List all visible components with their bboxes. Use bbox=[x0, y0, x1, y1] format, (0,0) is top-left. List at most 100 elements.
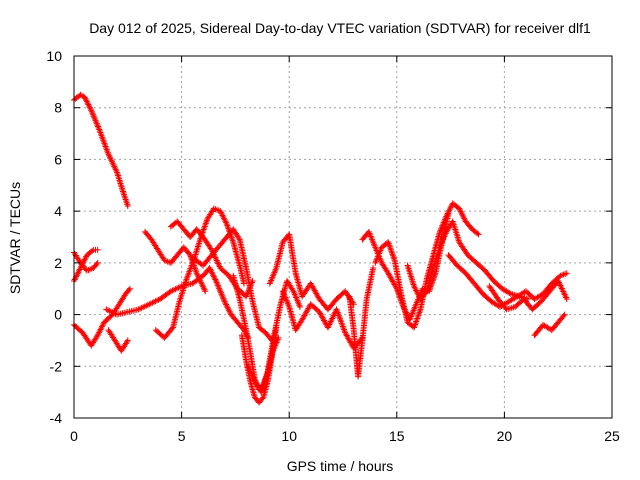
data-point bbox=[212, 276, 219, 283]
data-point bbox=[96, 327, 103, 334]
data-point bbox=[94, 122, 101, 129]
data-point bbox=[210, 272, 217, 279]
data-point bbox=[124, 202, 131, 209]
y-tick-label: 6 bbox=[54, 151, 62, 167]
data-point bbox=[414, 290, 421, 297]
y-axis-label: SDTVAR / TECUs bbox=[7, 182, 23, 294]
y-axis-ticks: -4 -2 0 2 4 6 8 10 bbox=[46, 48, 612, 426]
data-point bbox=[217, 289, 224, 296]
data-point bbox=[225, 305, 232, 312]
data-point bbox=[224, 304, 231, 311]
data-point bbox=[216, 286, 223, 293]
series-track-7 bbox=[142, 228, 209, 295]
data-point bbox=[83, 97, 90, 104]
data-point bbox=[561, 311, 568, 318]
series-track-22 bbox=[531, 311, 568, 339]
data-point bbox=[90, 113, 97, 120]
series-track-6 bbox=[105, 327, 131, 354]
data-point bbox=[460, 214, 467, 221]
data-point bbox=[209, 270, 216, 277]
data-point bbox=[217, 288, 224, 295]
data-point bbox=[88, 108, 95, 115]
series-track-1 bbox=[71, 91, 131, 209]
data-point bbox=[215, 283, 222, 290]
data-point bbox=[96, 329, 103, 336]
data-point bbox=[444, 211, 451, 218]
data-point bbox=[213, 277, 220, 284]
y-tick-label: 2 bbox=[54, 255, 62, 271]
data-point bbox=[126, 285, 133, 292]
data-point bbox=[75, 269, 82, 276]
data-point bbox=[124, 337, 131, 344]
data-point bbox=[76, 267, 83, 274]
data-point bbox=[99, 322, 106, 329]
data-point bbox=[443, 213, 450, 220]
data-point bbox=[456, 205, 463, 212]
x-axis-ticks: 0 5 10 15 20 25 bbox=[70, 56, 620, 444]
data-point bbox=[81, 94, 88, 101]
series-track-16 bbox=[346, 265, 377, 380]
data-point bbox=[213, 279, 220, 286]
data-point bbox=[446, 207, 453, 214]
data-point bbox=[445, 209, 452, 216]
data-point bbox=[563, 270, 570, 277]
data-point bbox=[474, 230, 481, 237]
data-point bbox=[74, 270, 81, 277]
data-point bbox=[370, 265, 377, 272]
data-point bbox=[89, 110, 96, 117]
data-point bbox=[94, 246, 101, 253]
data-point bbox=[225, 307, 232, 314]
y-tick-label: -2 bbox=[50, 358, 63, 374]
x-tick-label: 0 bbox=[70, 428, 78, 444]
data-point bbox=[82, 254, 89, 261]
chart-title: Day 012 of 2025, Sidereal Day-to-day VTE… bbox=[89, 20, 591, 36]
data-point bbox=[446, 206, 453, 213]
series-track-18 bbox=[372, 200, 482, 331]
y-tick-label: 10 bbox=[46, 48, 62, 64]
data-point bbox=[241, 280, 248, 287]
data-point bbox=[123, 338, 130, 345]
series-track-13 bbox=[245, 277, 303, 396]
data-point bbox=[85, 101, 92, 108]
data-point bbox=[168, 325, 175, 332]
data-point bbox=[219, 292, 226, 299]
data-point bbox=[218, 291, 225, 298]
series-track-19 bbox=[404, 218, 532, 303]
data-point bbox=[98, 325, 105, 332]
plot-frame bbox=[73, 55, 613, 419]
data-point bbox=[461, 215, 468, 222]
data-point bbox=[207, 266, 214, 273]
data-point bbox=[93, 261, 100, 268]
data-point bbox=[208, 269, 215, 276]
series-track-14 bbox=[266, 231, 357, 313]
x-tick-label: 15 bbox=[389, 428, 405, 444]
data-point bbox=[208, 267, 215, 274]
data-point bbox=[93, 120, 100, 127]
x-tick-label: 20 bbox=[497, 428, 513, 444]
data-point bbox=[214, 280, 221, 287]
data-point bbox=[73, 272, 80, 279]
data-point bbox=[506, 290, 513, 297]
data-point bbox=[563, 296, 570, 303]
data-point bbox=[459, 212, 466, 219]
series-track-3 bbox=[71, 249, 101, 274]
series-track-4 bbox=[71, 285, 133, 349]
y-tick-label: 0 bbox=[54, 307, 62, 323]
series-track-20 bbox=[445, 252, 570, 310]
data-point bbox=[76, 266, 83, 273]
data-point bbox=[218, 209, 225, 216]
data-point bbox=[91, 116, 98, 123]
data-point bbox=[91, 114, 98, 121]
data-point bbox=[92, 117, 99, 124]
data-point bbox=[94, 123, 101, 130]
y-tick-label: -4 bbox=[50, 410, 63, 426]
data-point bbox=[415, 291, 422, 298]
data-point bbox=[458, 209, 465, 216]
grid-lines bbox=[74, 56, 612, 418]
data-point bbox=[89, 247, 96, 254]
data-point bbox=[218, 211, 225, 218]
data-point bbox=[84, 100, 91, 107]
series-track-21 bbox=[486, 277, 570, 313]
data-point bbox=[98, 323, 105, 330]
